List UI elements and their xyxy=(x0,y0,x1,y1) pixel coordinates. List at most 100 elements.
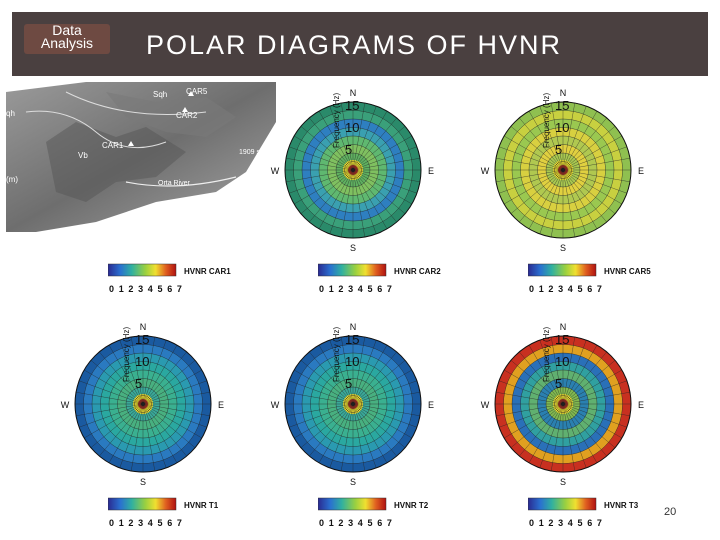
radial-tick-10: 10 xyxy=(135,354,149,369)
colorbar-tick: 2 xyxy=(128,284,133,294)
colorbar-tick: 2 xyxy=(548,518,553,528)
colorbar-tick: 6 xyxy=(587,284,592,294)
colorbar-tick: 4 xyxy=(358,518,363,528)
radial-tick-5: 5 xyxy=(345,142,352,157)
terrain-map: Sqh CAR5 CAR2 CAR1 Vb 1909 slide Orta Ri… xyxy=(6,82,276,232)
colorbar-tick: 0 xyxy=(529,284,534,294)
colorbar-tick: 1 xyxy=(539,284,544,294)
colorbar-tick: 1 xyxy=(119,518,124,528)
radial-axis-label: Frequency (Hz) xyxy=(122,327,131,382)
colorbar-tick: 0 xyxy=(529,518,534,528)
colorbar-tick: 7 xyxy=(387,284,392,294)
colorbar-tick: 5 xyxy=(368,518,373,528)
colorbar-tick: 2 xyxy=(548,284,553,294)
north-label: N xyxy=(560,322,567,332)
colorbar-tick: 0 xyxy=(319,518,324,528)
colorbar-tick: 3 xyxy=(348,284,353,294)
radial-tick-10: 10 xyxy=(555,120,569,135)
south-label: S xyxy=(350,477,356,487)
colorbar-tick: 0 xyxy=(109,518,114,528)
south-label: S xyxy=(350,243,356,253)
radial-tick-5: 5 xyxy=(135,376,142,391)
radial-axis-label: Frequency (Hz) xyxy=(332,327,341,382)
east-label: E xyxy=(638,400,644,410)
tag-line-1: Data xyxy=(52,22,82,38)
polar-diagram-4: N S E W 15 10 5 Frequency (Hz) xyxy=(61,322,224,487)
north-label: N xyxy=(350,322,357,332)
colorbar-tick: 4 xyxy=(358,284,363,294)
north-label: N xyxy=(140,322,147,332)
polar-diagram-5: N S E W 15 10 5 Frequency (Hz) xyxy=(271,322,434,487)
radial-axis-label: Frequency (Hz) xyxy=(542,93,551,148)
radial-tick-5: 5 xyxy=(345,376,352,391)
north-label: N xyxy=(350,88,357,98)
colorbar-6: HVNR T3 0 1 2 3 4 5 6 7 xyxy=(528,497,639,528)
radial-tick-15: 15 xyxy=(345,98,359,113)
radial-tick-15: 15 xyxy=(135,332,149,347)
colorbar-tick: 6 xyxy=(167,284,172,294)
colorbar-tick: 4 xyxy=(568,284,573,294)
east-label: E xyxy=(428,166,434,176)
polar-diagram-3: N S E W 15 10 5 Frequency (Hz) xyxy=(481,88,644,253)
polar-diagram-6: N S E W 15 10 5 Frequency (Hz) xyxy=(481,322,644,487)
colorbar-tick: 5 xyxy=(578,284,583,294)
colorbar-tick: 4 xyxy=(148,518,153,528)
section-tag: Data Analysis xyxy=(24,22,110,54)
map-label-car2: CAR2 xyxy=(176,111,198,120)
map-label-car5: CAR5 xyxy=(186,87,208,96)
colorbar-tick: 2 xyxy=(128,518,133,528)
colorbar-tick: 3 xyxy=(558,518,563,528)
colorbar-tick: 6 xyxy=(167,518,172,528)
radial-axis-label: Frequency (Hz) xyxy=(542,327,551,382)
map-label-m: (m) xyxy=(6,175,18,184)
radial-tick-15: 15 xyxy=(555,332,569,347)
colorbar-tick: 0 xyxy=(319,284,324,294)
map-label-slide: 1909 slide xyxy=(239,149,271,156)
radial-tick-10: 10 xyxy=(555,354,569,369)
south-label: S xyxy=(560,243,566,253)
colorbar-4: HVNR T1 0 1 2 3 4 5 6 7 xyxy=(108,497,219,528)
east-label: E xyxy=(638,166,644,176)
colorbar-tick: 3 xyxy=(558,284,563,294)
north-label: N xyxy=(560,88,567,98)
east-label: E xyxy=(218,400,224,410)
south-label: S xyxy=(560,477,566,487)
radial-tick-10: 10 xyxy=(345,120,359,135)
colorbar-tick: 2 xyxy=(338,284,343,294)
colorbar-tick: 5 xyxy=(578,518,583,528)
west-label: W xyxy=(271,166,280,176)
colorbar-tick: 7 xyxy=(387,518,392,528)
colorbar-tick: 1 xyxy=(329,518,334,528)
colorbar-tick: 6 xyxy=(377,284,382,294)
radial-axis-label: Frequency (Hz) xyxy=(332,93,341,148)
west-label: W xyxy=(271,400,280,410)
colorbar-tick: 3 xyxy=(348,518,353,528)
radial-tick-10: 10 xyxy=(345,354,359,369)
colorbar-tick: 6 xyxy=(377,518,382,528)
page-number: 20 xyxy=(664,506,677,518)
west-label: W xyxy=(61,400,70,410)
radial-tick-5: 5 xyxy=(555,376,562,391)
west-label: W xyxy=(481,400,490,410)
colorbar-tick: 7 xyxy=(597,284,602,294)
colorbar-tick: 2 xyxy=(338,518,343,528)
map-label-sqh: Sqh xyxy=(153,90,167,99)
colorbar-tick: 4 xyxy=(568,518,573,528)
tag-line-2: Analysis xyxy=(40,35,94,51)
colorbar-2: HVNR CAR2 0 1 2 3 4 5 6 7 xyxy=(318,263,441,294)
radial-tick-15: 15 xyxy=(345,332,359,347)
colorbar-tick: 1 xyxy=(119,284,124,294)
colorbar-label: HVNR CAR2 xyxy=(394,267,441,276)
radial-tick-5: 5 xyxy=(555,142,562,157)
colorbar-tick: 1 xyxy=(539,518,544,528)
radial-tick-15: 15 xyxy=(555,98,569,113)
slide-title: POLAR DIAGRAMS OF HVNR xyxy=(146,30,563,60)
map-label-river: Orta River xyxy=(158,180,191,187)
station-marker-car5 xyxy=(188,91,194,96)
colorbar-label: HVNR CAR5 xyxy=(604,267,651,276)
colorbar-tick: 7 xyxy=(177,518,182,528)
colorbar-tick: 7 xyxy=(177,284,182,294)
colorbar-tick: 1 xyxy=(329,284,334,294)
west-label: W xyxy=(481,166,490,176)
colorbar-tick: 0 xyxy=(109,284,114,294)
